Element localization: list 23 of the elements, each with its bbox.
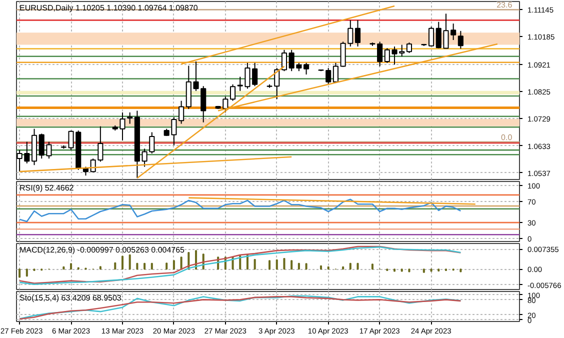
- candlestick: [340, 41, 346, 68]
- line-series: [18, 198, 462, 222]
- candlestick: [326, 68, 332, 85]
- annotation: 23.6: [496, 0, 513, 10]
- candlestick: [178, 100, 184, 124]
- candlestick: [200, 86, 206, 123]
- chart-title: EURUSD,Daily 1.10205 1.10390 1.09764 1.09870: [20, 4, 198, 12]
- candlestick: [304, 62, 310, 76]
- candlestick: [406, 42, 412, 54]
- candlestick: [98, 126, 104, 162]
- chart-title: Sto(15,5,4) 63.4209 68.9503: [20, 294, 122, 302]
- candlestick: [332, 62, 338, 84]
- candlestick: [377, 41, 383, 67]
- candlestick: [281, 49, 288, 72]
- candlestick: [348, 20, 354, 47]
- candlestick: [230, 84, 236, 102]
- candlestick: [458, 30, 464, 50]
- chart-title: MACD(12,26,9) -0.000997 0.005263 0.004765: [20, 246, 186, 254]
- chart-title: RSI(9) 52.4662: [20, 184, 74, 192]
- candlestick: [428, 26, 434, 47]
- annotation: 0.0: [501, 132, 513, 142]
- candlestick: [354, 20, 361, 47]
- candlestick: [127, 112, 133, 124]
